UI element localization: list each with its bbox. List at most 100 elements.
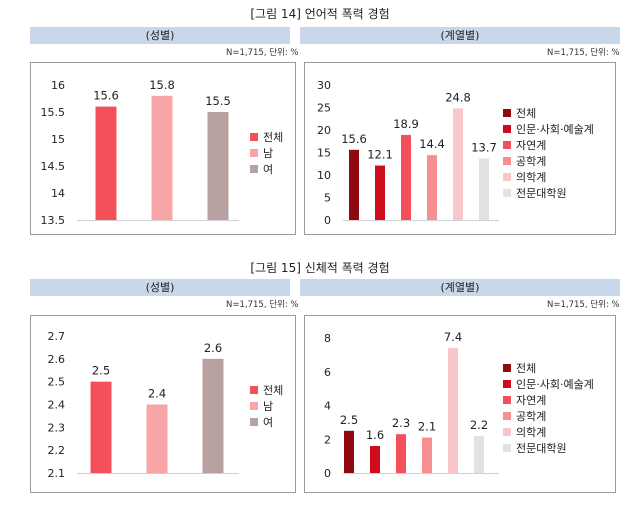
legend-item: 여 — [250, 414, 283, 430]
legend-item: 의학계 — [503, 169, 594, 185]
figure-15-gender-unit-note: N=1,715, 단위: % — [226, 300, 299, 310]
bar-value-label: 15.5 — [205, 94, 231, 108]
y-tick-label: 5 — [324, 192, 331, 205]
bar-4 — [427, 155, 437, 220]
bar-5 — [448, 348, 458, 473]
figure-15-major-plot: 0 2 4 6 8 2.5 1.6 2.3 2.1 7.4 2.2 — [324, 330, 499, 480]
bar-value-label: 15.6 — [341, 132, 367, 146]
legend-swatch — [503, 428, 511, 436]
legend-swatch — [503, 109, 511, 117]
y-tick-label: 2 — [324, 433, 331, 446]
legend-item: 의학계 — [503, 424, 594, 440]
figure-15-gender-header: (성별) — [30, 279, 290, 296]
legend-item: 전문대학원 — [503, 440, 594, 456]
bar-1 — [90, 381, 112, 473]
legend-label: 전문대학원 — [516, 187, 567, 200]
legend-label: 전문대학원 — [516, 442, 567, 455]
legend-swatch — [503, 444, 511, 452]
figure-15-major-unit-note: N=1,715, 단위: % — [547, 300, 620, 310]
bar-4 — [422, 437, 432, 473]
legend-item: 자연계 — [503, 392, 594, 408]
legend-label: 전체 — [263, 384, 284, 397]
legend-swatch — [503, 173, 511, 181]
bar-1 — [349, 149, 359, 220]
figure-14-title: [그림 14] 언어적 폭력 경험 — [250, 7, 390, 21]
y-tick-label: 2.3 — [48, 421, 66, 434]
figure-14-gender-unit-note: N=1,715, 단위: % — [226, 48, 299, 58]
legend-swatch — [503, 380, 511, 388]
bar-3 — [401, 134, 411, 220]
y-tick-label: 15 — [317, 147, 331, 160]
legend-label: 의학계 — [516, 426, 547, 439]
legend-item: 남 — [250, 145, 283, 161]
y-tick-label: 14 — [51, 187, 65, 200]
bar-5 — [453, 108, 463, 220]
bar-3 — [396, 434, 406, 473]
figure-14-major-plot: 0 5 10 15 20 25 30 15.612.1 18.914.4 24.8 13.7 — [317, 79, 499, 227]
legend-label: 전체 — [516, 362, 537, 375]
y-tick-label: 16 — [51, 79, 65, 92]
bar-value-label: 2.5 — [92, 364, 110, 378]
figure-14-major-unit-note: N=1,715, 단위: % — [547, 48, 620, 58]
y-tick-label: 13.5 — [41, 214, 66, 227]
legend-item: 공학계 — [503, 153, 594, 169]
bar-1 — [95, 106, 117, 220]
y-tick-label: 2.6 — [48, 353, 66, 366]
legend-item: 전문대학원 — [503, 185, 594, 201]
figure-15-gender-plot: 2.1 2.2 2.3 2.4 2.5 2.6 2.7 2.5 2.4 2.6 — [48, 330, 239, 480]
legend-label: 의학계 — [516, 171, 547, 184]
y-tick-label: 15 — [51, 133, 65, 146]
legend-swatch — [503, 396, 511, 404]
legend-item: 남 — [250, 398, 283, 414]
y-tick-label: 0 — [324, 214, 331, 227]
y-tick-label: 2.2 — [48, 444, 66, 457]
y-tick-label: 15.5 — [41, 106, 66, 119]
figure-14-major-chart: 0 5 10 15 20 25 30 15.6 12.1 18.9 14.4 24.8 13.7 전체 인… — [304, 62, 616, 235]
bar-6 — [474, 435, 484, 473]
legend-item: 전체 — [250, 382, 283, 398]
y-tick-label: 10 — [317, 169, 331, 182]
figure-14-gender-chart: 13.5 14 14.5 15 15.5 16 15.6 15.8 15.5 전체 남 여 — [30, 62, 296, 235]
legend-label: 남 — [263, 147, 274, 160]
bar-2 — [151, 95, 173, 220]
bar-value-label: 2.6 — [204, 341, 222, 355]
bar-3 — [207, 112, 229, 220]
bar-6 — [479, 158, 489, 220]
legend-swatch — [503, 141, 511, 149]
figure-14-major-legend: 전체 인문·사회·예술계 자연계 공학계 의학계 전문대학원 — [503, 105, 594, 201]
legend-label: 여 — [263, 416, 274, 429]
bar-value-label: 14.4 — [419, 137, 445, 151]
legend-label: 전체 — [263, 131, 284, 144]
legend-label: 공학계 — [516, 410, 547, 423]
legend-label: 공학계 — [516, 155, 547, 168]
bar-value-label: 2.3 — [392, 416, 410, 430]
legend-item: 전체 — [250, 129, 283, 145]
legend-label: 인문·사회·예술계 — [516, 378, 594, 391]
bar-value-label: 2.5 — [340, 413, 358, 427]
legend-item: 전체 — [503, 360, 594, 376]
y-tick-label: 4 — [324, 400, 331, 413]
legend-swatch — [503, 189, 511, 197]
bar-value-label: 1.6 — [366, 428, 384, 442]
legend-label: 남 — [263, 400, 274, 413]
y-tick-label: 2.7 — [48, 330, 66, 343]
bar-2 — [146, 404, 168, 473]
legend-item: 전체 — [503, 105, 594, 121]
y-tick-label: 2.1 — [48, 467, 66, 480]
legend-swatch — [250, 133, 258, 141]
figure-15-title: [그림 15] 신체적 폭력 경험 — [250, 261, 390, 275]
y-tick-label: 8 — [324, 332, 331, 345]
legend-item: 인문·사회·예술계 — [503, 121, 594, 137]
figure-15-gender-chart: 2.1 2.2 2.3 2.4 2.5 2.6 2.7 2.5 2.4 2.6 전체 남 여 — [30, 315, 296, 493]
legend-swatch — [250, 418, 258, 426]
bar-2 — [370, 446, 380, 473]
legend-label: 인문·사회·예술계 — [516, 123, 594, 136]
legend-label: 여 — [263, 163, 274, 176]
legend-label: 전체 — [516, 107, 537, 120]
bar-value-label: 24.8 — [445, 90, 471, 104]
legend-swatch — [503, 157, 511, 165]
bar-3 — [202, 358, 224, 473]
legend-swatch — [503, 125, 511, 133]
